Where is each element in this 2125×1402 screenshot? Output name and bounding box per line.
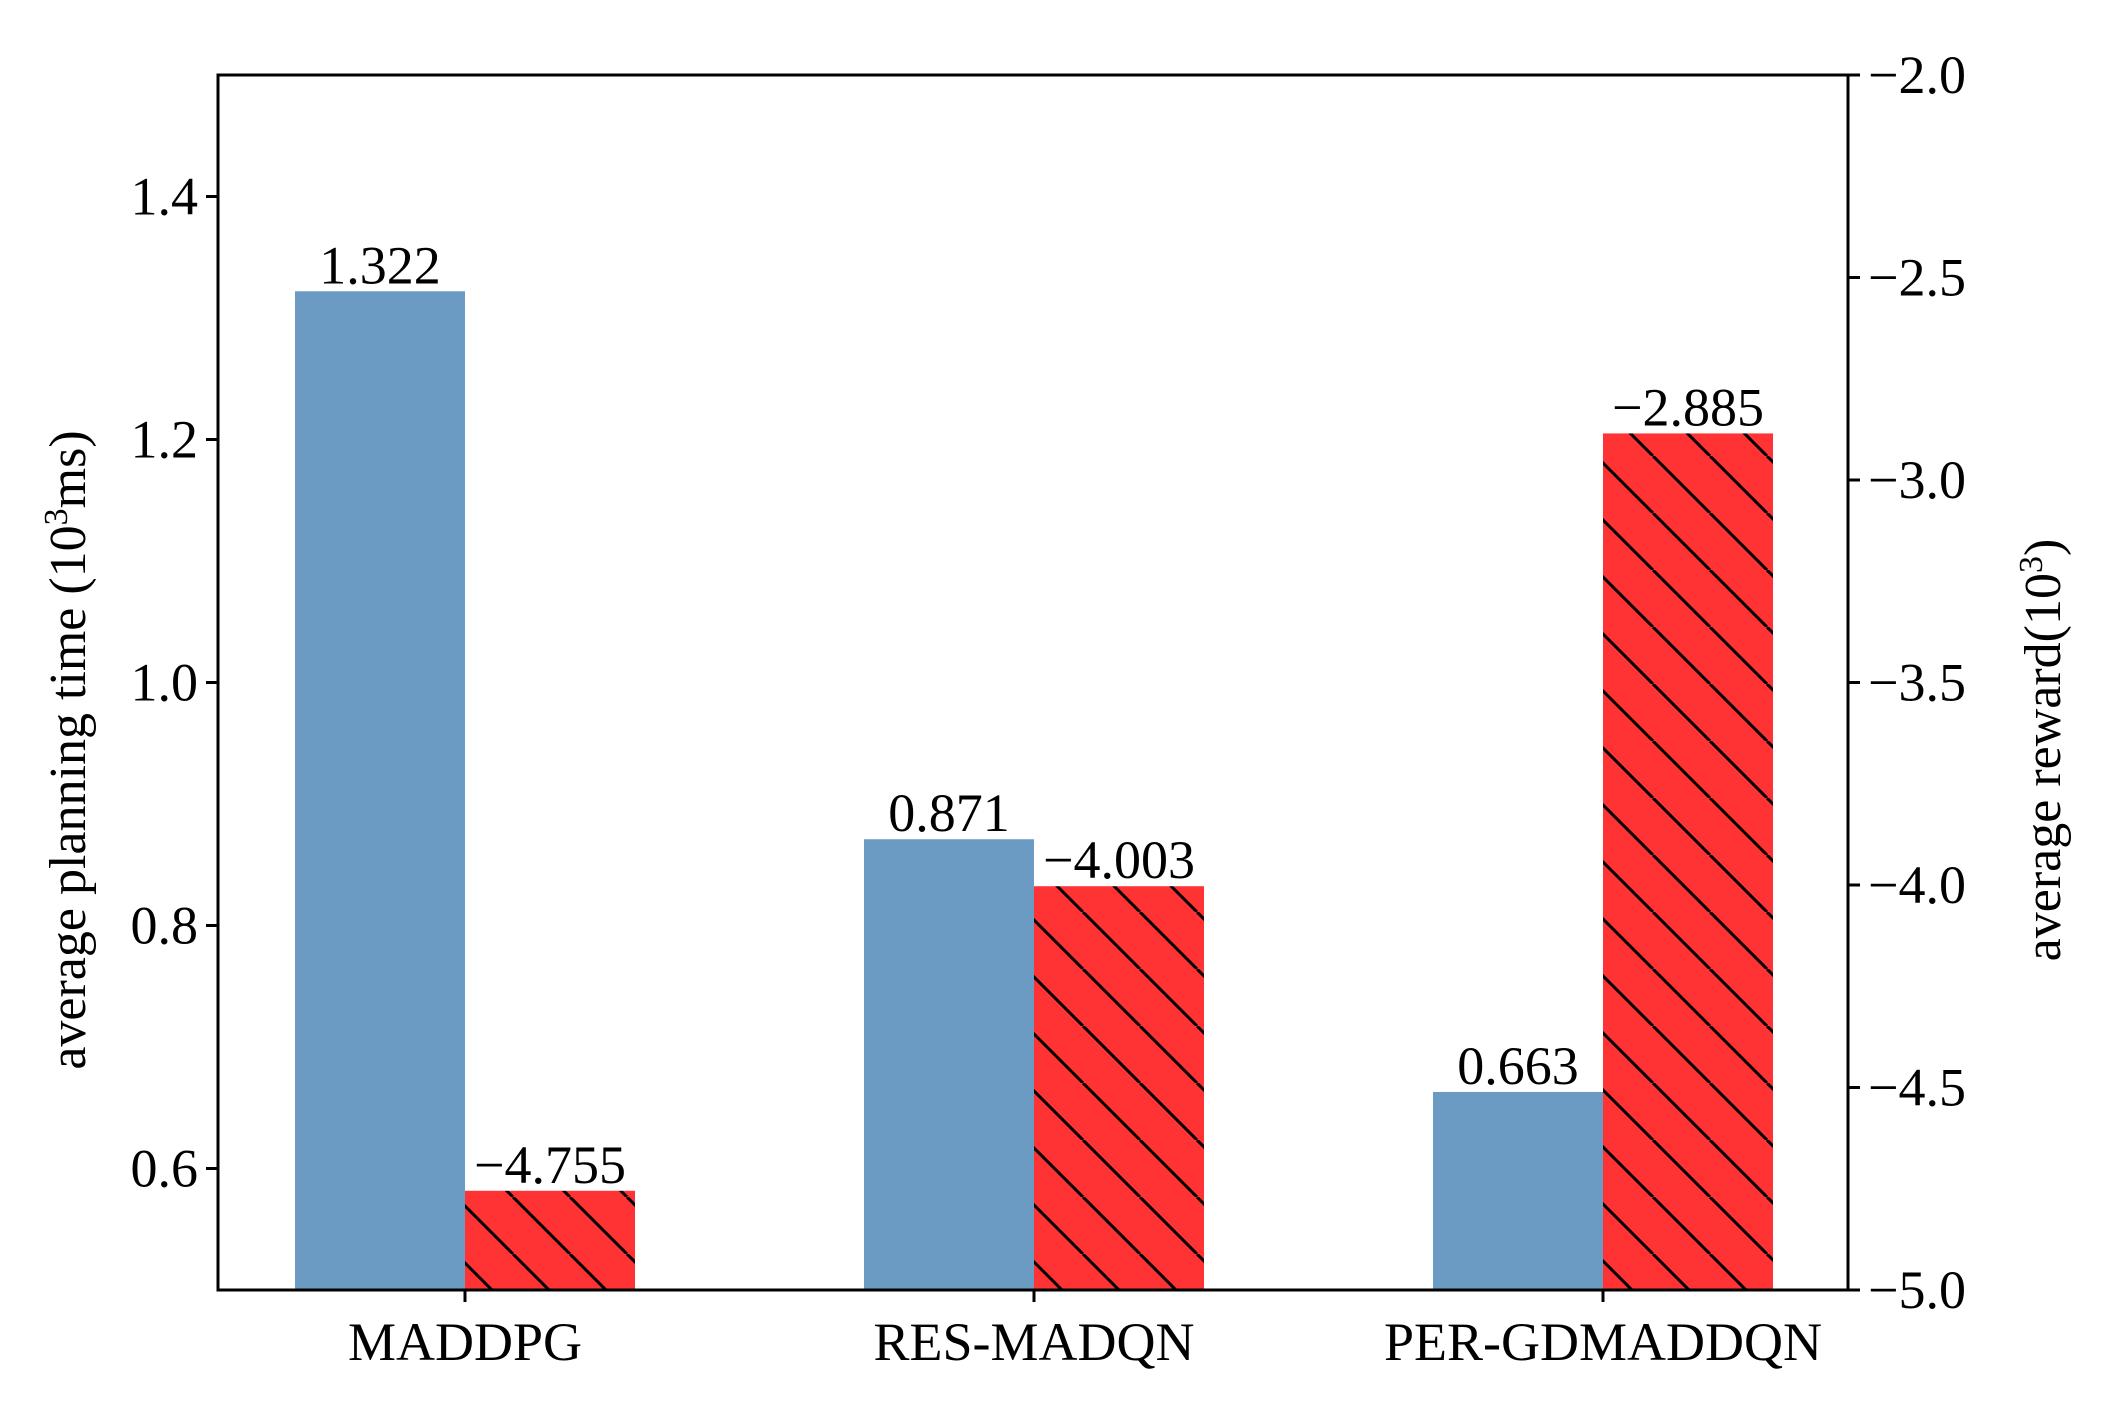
x-tick-label: RES-MADQN bbox=[873, 1312, 1194, 1372]
y-left-tick-label: 1.4 bbox=[131, 167, 199, 227]
y-right-tick-label: −3.5 bbox=[1868, 653, 1966, 713]
axes-layer: MADDPG RES-MADQN PER-GDMADDQN 0.6 0.8 1.0 1.2 1… bbox=[131, 45, 1966, 1372]
bar-reward bbox=[465, 1190, 635, 1290]
y-right-tick-label: −2.0 bbox=[1868, 45, 1966, 105]
bar-planning-time bbox=[1433, 1091, 1603, 1290]
data-label-planning-time: 1.322 bbox=[319, 235, 441, 295]
y-right-tick-label: −2.5 bbox=[1868, 248, 1966, 308]
data-label-reward: −2.885 bbox=[1612, 377, 1764, 437]
data-label-planning-time: 0.663 bbox=[1457, 1036, 1579, 1096]
y-axis-left-title: average planning time (103ms) bbox=[38, 430, 97, 1069]
bar-planning-time bbox=[295, 291, 465, 1290]
y-left-tick-label: 0.8 bbox=[131, 896, 199, 956]
x-tick-label: PER-GDMADDQN bbox=[1384, 1312, 1822, 1372]
bar-reward bbox=[1034, 886, 1204, 1290]
data-label-planning-time: 0.871 bbox=[888, 783, 1010, 843]
data-label-reward: −4.003 bbox=[1043, 830, 1195, 890]
y-axis-right-title: average reward(103) bbox=[2013, 539, 2072, 962]
y-right-tick-label: −4.0 bbox=[1868, 855, 1966, 915]
data-label-reward: −4.755 bbox=[474, 1135, 626, 1195]
x-tick-label: MADDPG bbox=[348, 1312, 582, 1372]
y-left-tick-label: 1.0 bbox=[131, 653, 199, 713]
y-right-tick-label: −5.0 bbox=[1868, 1260, 1966, 1320]
data-labels-layer: 1.322 −4.755 0.871 −4.003 0.663 −2.885 bbox=[319, 235, 1764, 1195]
y-left-tick-label: 1.2 bbox=[131, 410, 199, 470]
y-left-tick-label: 0.6 bbox=[131, 1139, 199, 1199]
y-right-tick-label: −4.5 bbox=[1868, 1058, 1966, 1118]
bars-layer bbox=[295, 291, 1773, 1290]
bar-planning-time bbox=[864, 839, 1034, 1290]
bar-reward bbox=[1603, 433, 1773, 1290]
y-right-tick-label: −3.0 bbox=[1868, 450, 1966, 510]
